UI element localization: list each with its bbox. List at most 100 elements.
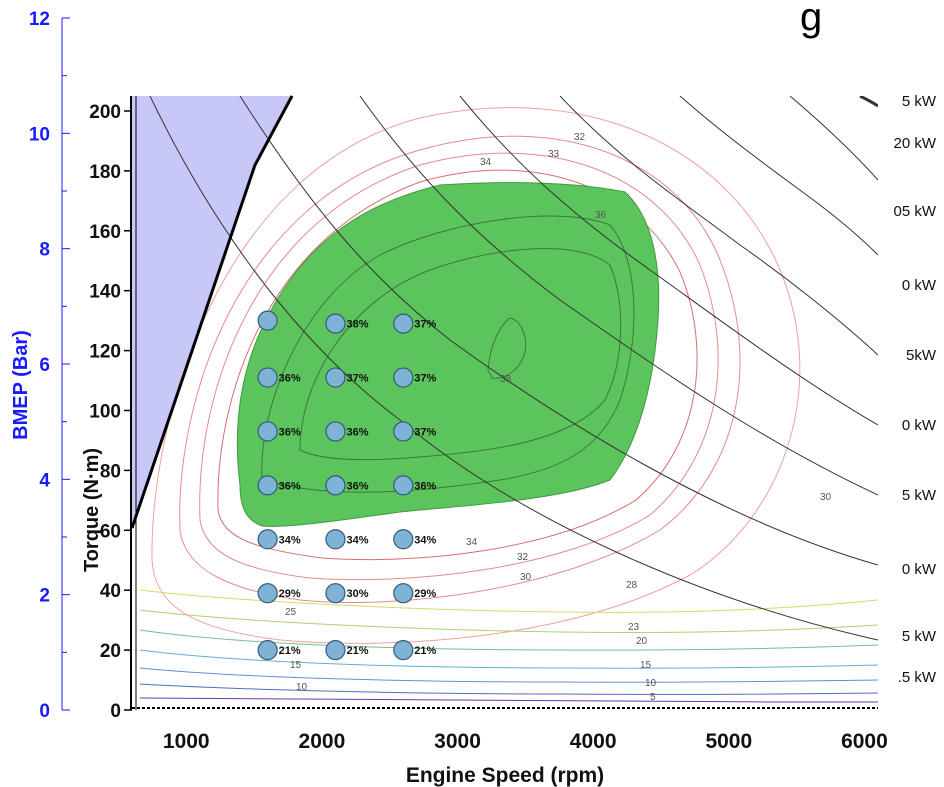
svg-text:10: 10 — [296, 682, 308, 693]
power-label: 5 kW — [902, 628, 937, 645]
svg-text:30: 30 — [520, 572, 532, 583]
x-tick-label: 4000 — [570, 730, 617, 753]
torque-tick-group: 0 20 40 60 80 100 120 140 160 180 200 — [89, 102, 132, 722]
efficiency-label: 37% — [414, 373, 436, 385]
test-point — [257, 310, 278, 331]
power-label: 5kW — [906, 347, 937, 364]
power-label: 0 kW — [902, 561, 937, 578]
test-point — [325, 421, 346, 442]
efficiency-label: 37% — [346, 373, 368, 385]
svg-text:33: 33 — [548, 149, 560, 160]
efficiency-label: 34% — [279, 534, 301, 546]
svg-text:5: 5 — [650, 692, 656, 703]
efficiency-label: 38% — [346, 319, 368, 331]
torque-tick-label: 100 — [89, 401, 121, 422]
title-fragment: g — [800, 0, 822, 39]
power-label: .5 kW — [898, 669, 937, 686]
efficiency-label: 29% — [414, 588, 436, 600]
efficiency-label: 21% — [279, 645, 301, 657]
low-load-contours — [139, 589, 878, 703]
test-point — [257, 529, 278, 550]
x-tick-label: 6000 — [841, 730, 888, 753]
svg-text:25: 25 — [285, 607, 297, 618]
contour-label-group: 32 33 34 36 38 32 30 28 23 20 15 10 5 25… — [285, 132, 832, 703]
bmep-tick-group: 0 2 4 6 8 10 12 — [29, 9, 70, 722]
test-point — [325, 639, 346, 661]
test-point — [325, 313, 346, 334]
svg-text:28: 28 — [626, 580, 638, 591]
power-curves — [149, 96, 878, 641]
torque-tick-label: 160 — [89, 222, 121, 243]
test-point — [393, 583, 414, 604]
torque-tick-label: 120 — [89, 342, 121, 363]
efficiency-label: 34% — [414, 534, 436, 546]
bmep-tick-label: 4 — [39, 470, 50, 491]
torque-limit-line — [130, 95, 294, 529]
efficiency-contours — [151, 107, 801, 644]
efficiency-label: 21% — [346, 645, 368, 657]
test-point — [393, 421, 414, 442]
x-axis-label: Engine Speed (rpm) — [406, 764, 604, 787]
power-label-group: 5 kW 20 kW 05 kW 0 kW 5kW 0 kW 5 kW 0 kW 5 kW .5 … — [893, 93, 936, 686]
power-label: 0 kW — [902, 277, 937, 294]
svg-text:32: 32 — [517, 552, 529, 563]
x-tick-label: 2000 — [299, 730, 346, 753]
torque-tick-label: 0 — [110, 701, 121, 722]
power-label: 20 kW — [893, 135, 936, 152]
power-label: 5 kW — [902, 93, 937, 110]
test-point — [257, 639, 278, 661]
torque-tick-label: 140 — [89, 282, 121, 303]
torque-tick-label: 180 — [89, 162, 121, 183]
bmep-tick-label: 10 — [29, 124, 50, 145]
efficiency-label: 36% — [346, 480, 368, 492]
torque-tick-label: 20 — [100, 641, 121, 662]
test-point — [325, 367, 346, 388]
bmep-tick-label: 2 — [39, 586, 50, 607]
test-point — [325, 529, 346, 550]
torque-tick-label: 200 — [89, 102, 121, 123]
x-tick-label: 5000 — [705, 730, 752, 753]
efficiency-label: 37% — [414, 319, 436, 331]
svg-text:23: 23 — [628, 622, 640, 633]
efficiency-label: 37% — [414, 426, 436, 438]
inner-contours — [261, 215, 635, 493]
efficiency-label: 36% — [414, 480, 436, 492]
efficiency-label: 36% — [346, 426, 368, 438]
test-point — [393, 313, 414, 334]
power-label: 05 kW — [893, 203, 936, 220]
limit-region — [132, 96, 292, 528]
bmep-tick-label: 8 — [39, 240, 50, 261]
svg-text:10: 10 — [645, 678, 657, 689]
svg-text:34: 34 — [466, 537, 478, 548]
svg-text:20: 20 — [636, 636, 648, 647]
efficiency-label: 29% — [279, 588, 301, 600]
efficiency-label: 36% — [279, 426, 301, 438]
test-point — [393, 529, 414, 550]
test-point — [325, 583, 346, 604]
test-point — [393, 475, 414, 496]
efficiency-label: 36% — [279, 373, 301, 385]
svg-text:30: 30 — [820, 492, 832, 503]
svg-text:38: 38 — [500, 374, 512, 385]
test-point — [325, 475, 346, 496]
test-point — [257, 421, 278, 442]
svg-text:34: 34 — [480, 157, 492, 168]
svg-text:15: 15 — [640, 660, 652, 671]
test-point — [393, 639, 414, 661]
x-tick-label: 1000 — [163, 730, 210, 753]
bmep-tick-label: 0 — [39, 701, 50, 722]
bmep-tick-label: 6 — [39, 355, 50, 376]
test-point — [393, 367, 414, 388]
torque-tick-label: 60 — [100, 521, 121, 542]
torque-tick-label: 80 — [100, 461, 121, 482]
torque-axis-label: Torque (N·m) — [81, 448, 103, 572]
bmep-axis-label: BMEP (Bar) — [10, 330, 32, 440]
test-point — [257, 475, 278, 496]
power-label: 5 kW — [902, 487, 937, 504]
x-tick-label: 3000 — [434, 730, 481, 753]
svg-text:32: 32 — [574, 132, 586, 143]
high-efficiency-region — [236, 182, 660, 527]
svg-text:15: 15 — [290, 660, 302, 671]
efficiency-label: 36% — [279, 480, 301, 492]
